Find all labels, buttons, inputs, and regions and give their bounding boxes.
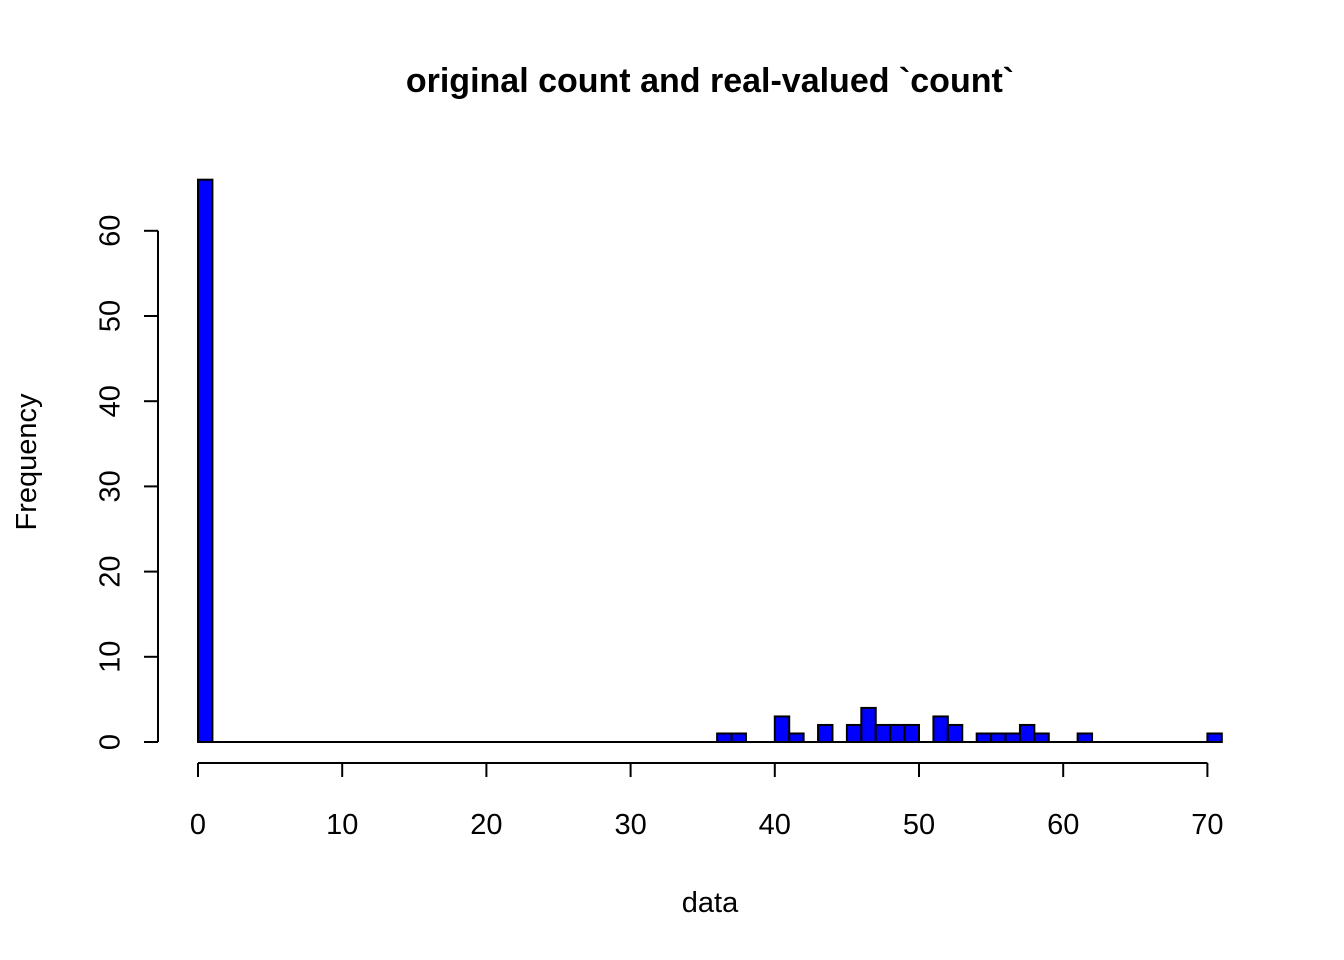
x-tick-label: 70 — [1191, 809, 1223, 841]
x-tick-label: 30 — [614, 809, 646, 841]
x-tick-label: 50 — [903, 809, 935, 841]
histogram-bar — [197, 178, 214, 743]
histogram-bar — [817, 723, 834, 744]
histogram-bar — [932, 715, 949, 744]
x-tick-label: 20 — [470, 809, 502, 841]
histogram-bar — [730, 732, 747, 743]
histogram-bar — [788, 732, 805, 743]
y-axis-label: Frequency — [11, 393, 43, 531]
histogram-bar — [716, 732, 733, 743]
y-tick-label: 40 — [95, 385, 127, 417]
x-tick-label: 0 — [190, 809, 206, 841]
bars-group — [197, 178, 1223, 744]
x-tick-label: 60 — [1047, 809, 1079, 841]
histogram-bar — [1206, 732, 1223, 743]
histogram-bar — [860, 706, 877, 743]
histogram-bar — [1033, 732, 1050, 743]
x-tick-label: 40 — [759, 809, 791, 841]
histogram-bar — [975, 732, 993, 743]
y-tick-label: 60 — [95, 215, 127, 247]
histogram-bar — [845, 723, 863, 744]
histogram-bar — [773, 715, 791, 744]
y-tick-label: 20 — [95, 555, 127, 587]
histogram-bar — [990, 732, 1007, 743]
histogram-bar — [889, 723, 906, 744]
chart-title: original count and real-valued `count` — [406, 62, 1014, 100]
histogram-bar — [874, 723, 892, 744]
y-tick-label: 0 — [95, 734, 127, 750]
histogram-bar — [1004, 732, 1021, 743]
y-tick-label: 50 — [95, 300, 127, 332]
x-axis: 0 10 20 30 40 50 60 70 — [190, 762, 1224, 841]
histogram-bar — [903, 723, 921, 744]
x-axis-label: data — [682, 887, 739, 919]
histogram-bar — [946, 723, 964, 744]
y-axis: 0 10 20 30 40 50 60 — [95, 215, 159, 750]
histogram-bar — [1076, 732, 1094, 743]
histogram-bar — [1018, 723, 1036, 744]
x-tick-label: 10 — [326, 809, 358, 841]
y-tick-label: 30 — [95, 470, 127, 502]
y-tick-label: 10 — [95, 641, 127, 673]
